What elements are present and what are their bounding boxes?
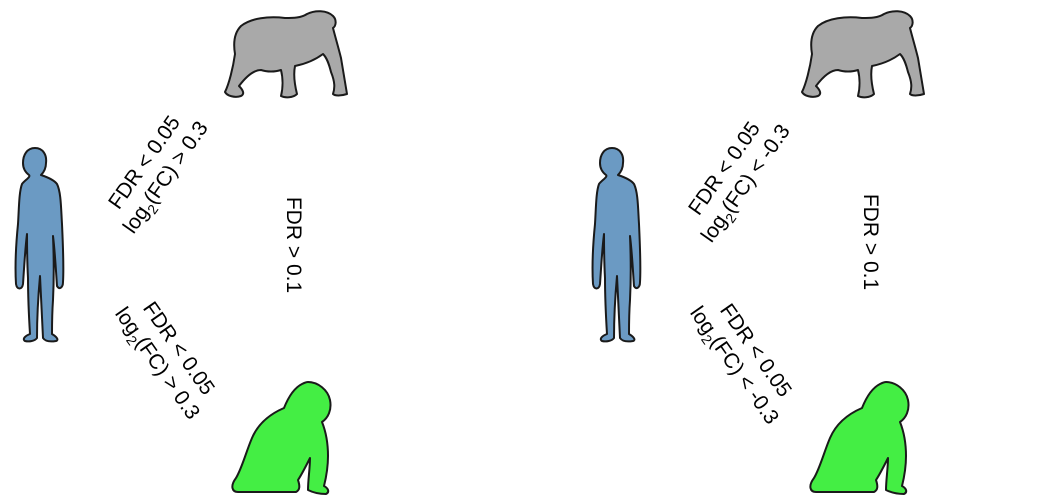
rhesus-macaque-silhouette-icon xyxy=(231,381,332,495)
chimpanzee-silhouette-icon xyxy=(801,10,925,99)
panel-right: FDR < 0.05 log2(FC) < -0.3 FDR < 0.05 lo… xyxy=(591,10,925,495)
human-chimp-label: FDR < 0.05 log2(FC) > 0.3 xyxy=(104,112,213,238)
chimp-monkey-fdr: FDR > 0.1 xyxy=(282,197,305,293)
human-monkey-label: FDR < 0.05 log2(FC) > 0.3 xyxy=(110,298,219,424)
chimp-monkey-label: FDR > 0.1 xyxy=(282,197,305,293)
rhesus-macaque-silhouette-icon xyxy=(809,381,910,495)
chimpanzee-silhouette-icon xyxy=(224,10,348,99)
human-silhouette-icon xyxy=(591,147,642,343)
panel-left: FDR < 0.05 log2(FC) > 0.3 FDR < 0.05 log… xyxy=(14,10,348,495)
human-chimp-label: FDR < 0.05 log2(FC) < -0.3 xyxy=(684,118,795,247)
human-monkey-label: FDR < 0.05 log2(FC) < -0.3 xyxy=(685,300,796,429)
human-silhouette-icon xyxy=(14,147,65,343)
chimp-monkey-label: FDR > 0.1 xyxy=(859,194,882,290)
chimp-monkey-fdr: FDR > 0.1 xyxy=(859,194,882,290)
